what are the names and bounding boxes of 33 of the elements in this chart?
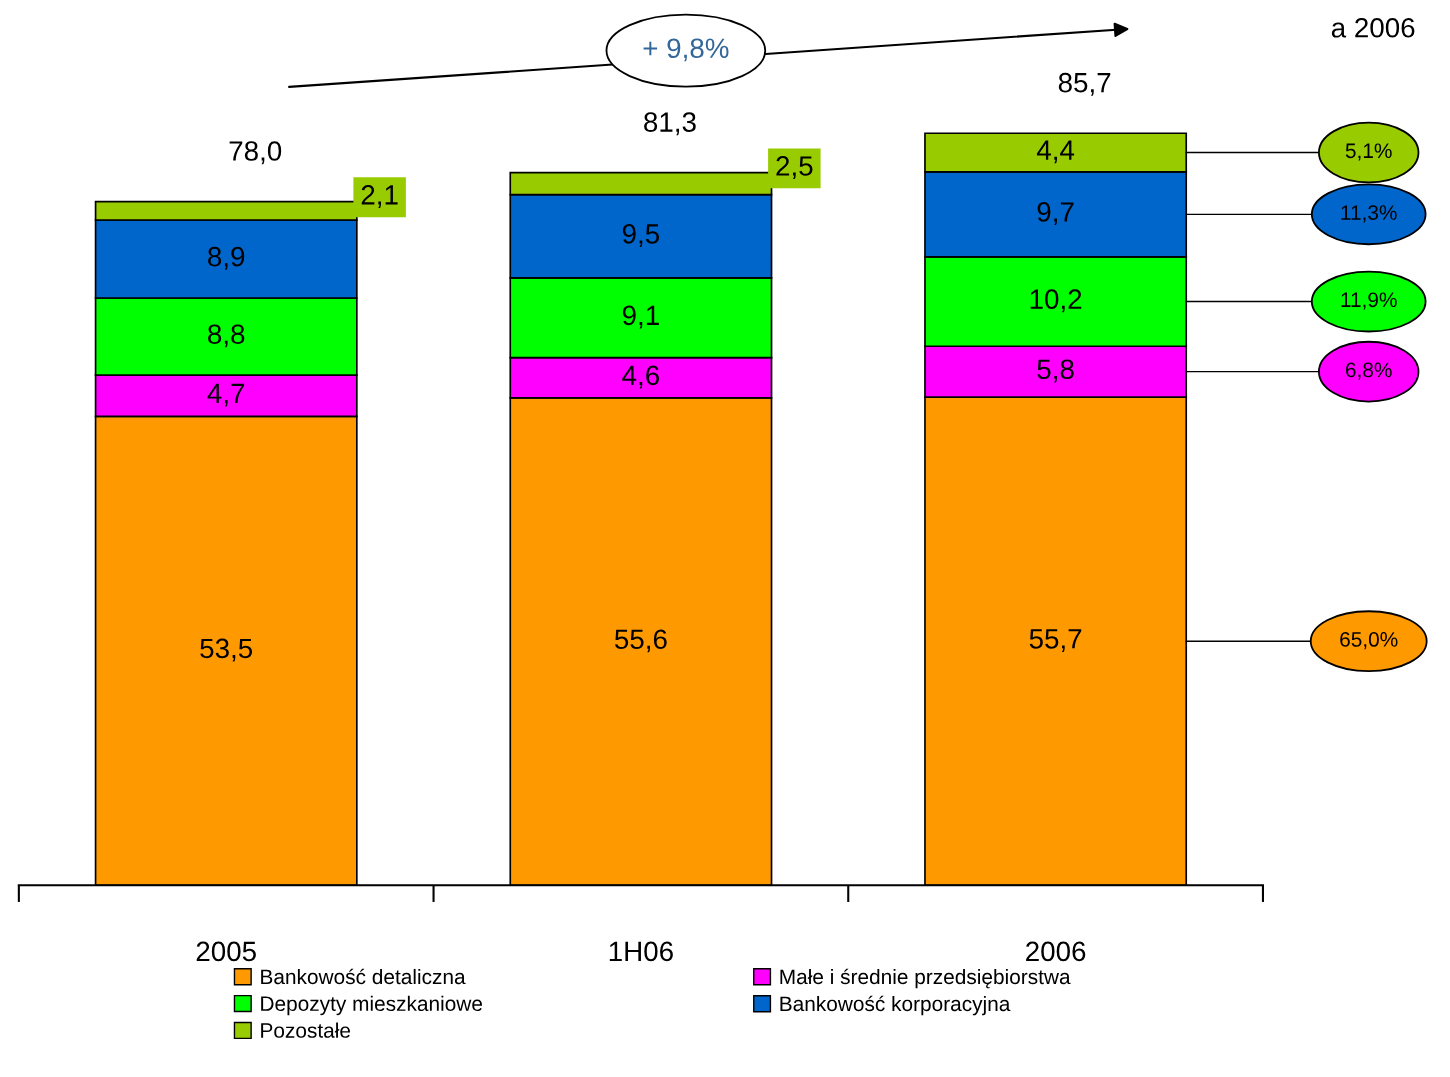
text: a 2006 bbox=[1331, 17, 1415, 38]
legend-label: Bankowość detaliczna bbox=[261, 968, 466, 985]
x-tick-label: 1H06 bbox=[609, 941, 673, 962]
text: + 9,8% bbox=[643, 38, 729, 62]
total-label: 81,3 bbox=[644, 112, 696, 136]
legend-label: Małe i średnie przedsiębiorstwa bbox=[780, 968, 1071, 989]
text: 11,9% bbox=[1341, 292, 1397, 310]
x-tick-label: 2006 bbox=[1026, 941, 1086, 962]
data-label: 2,5 bbox=[776, 156, 813, 180]
x-tick-label: 2005 bbox=[196, 941, 256, 962]
data-label: 2,1 bbox=[361, 185, 398, 208]
data-label: 9,5 bbox=[622, 224, 660, 247]
text: 65,0% bbox=[1340, 632, 1398, 650]
data-label: 4,4 bbox=[1036, 140, 1075, 164]
total-label: 78,0 bbox=[229, 141, 282, 165]
data-label: 8,9 bbox=[208, 246, 245, 270]
legend-label: Pozostałe bbox=[261, 1022, 351, 1038]
data-label: 55,7 bbox=[1029, 629, 1082, 652]
data-label: 4,7 bbox=[207, 383, 245, 407]
data-label: 5,8 bbox=[1037, 359, 1074, 383]
data-label: 53,5 bbox=[200, 638, 253, 662]
data-label: 10,2 bbox=[1030, 289, 1082, 313]
data-label: 9,1 bbox=[622, 305, 659, 329]
text: 5,1% bbox=[1345, 143, 1392, 161]
legend-label: Bankowość korporacyjna bbox=[780, 995, 1011, 1016]
data-label: 8,8 bbox=[208, 324, 245, 348]
data-label: 4,6 bbox=[622, 365, 659, 389]
data-label: 55,6 bbox=[614, 629, 667, 653]
total-label: 85,7 bbox=[1058, 72, 1111, 96]
text: 6,8% bbox=[1346, 362, 1392, 380]
legend-label: Depozyty mieszkaniowe bbox=[261, 995, 483, 1016]
text: 11,3% bbox=[1341, 205, 1397, 223]
data-label: 9,7 bbox=[1037, 202, 1074, 226]
